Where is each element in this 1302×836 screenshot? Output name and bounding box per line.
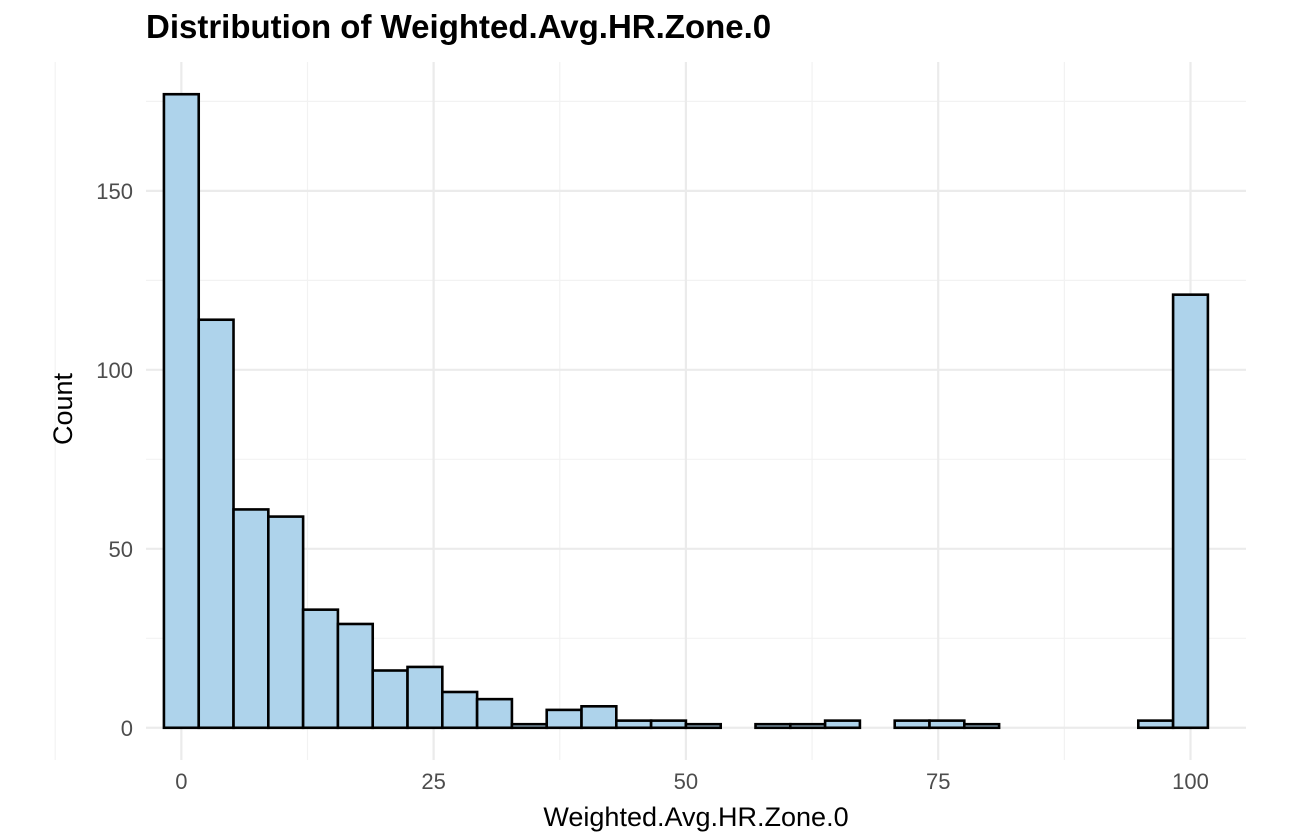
chart-title: Distribution of Weighted.Avg.HR.Zone.0: [146, 8, 771, 45]
y-tick-label-2: 100: [96, 358, 133, 383]
x-tick-label-4: 100: [1172, 769, 1209, 794]
x-axis-title: Weighted.Avg.HR.Zone.0: [543, 802, 848, 832]
x-tick-label-0: 0: [175, 769, 187, 794]
histogram-bar-6: [371, 669, 409, 730]
histogram-bar-8: [441, 690, 479, 730]
histogram-bar-0: [162, 92, 201, 730]
y-axis-tick-labels: 0 50 100 150: [96, 179, 133, 741]
histogram-bar-19: [823, 719, 862, 730]
histogram-bar-28: [1137, 719, 1175, 730]
histogram-bar-17: [754, 722, 792, 730]
histogram-bars: [162, 92, 1210, 730]
histogram-bar-23: [962, 722, 1001, 730]
y-tick-label-1: 50: [109, 537, 133, 562]
histogram-bar-15: [684, 722, 723, 730]
histogram-bar-29: [1171, 293, 1210, 730]
histogram-bar-12: [580, 705, 618, 730]
histogram-bar-14: [649, 719, 688, 730]
histogram-bar-2: [232, 508, 270, 730]
histogram-bar-22: [928, 719, 966, 730]
histogram-bar-3: [267, 515, 305, 730]
histogram-bar-4: [301, 608, 340, 730]
histogram-bar-13: [615, 719, 653, 730]
histogram-bar-11: [545, 708, 583, 730]
x-axis-tick-labels: 0 25 50 75 100: [175, 769, 1209, 794]
x-tick-label-1: 25: [421, 769, 445, 794]
y-axis-title: Count: [48, 372, 78, 445]
histogram-bar-10: [510, 722, 549, 730]
histogram-bar-9: [475, 697, 514, 730]
histogram-bar-18: [789, 722, 827, 730]
histogram-bar-1: [197, 318, 235, 730]
histogram-bar-5: [336, 622, 375, 730]
x-tick-label-2: 50: [674, 769, 698, 794]
y-tick-label-0: 0: [121, 716, 133, 741]
y-tick-label-3: 150: [96, 179, 133, 204]
x-tick-label-3: 75: [926, 769, 950, 794]
histogram-bar-21: [893, 719, 931, 730]
histogram-bar-7: [406, 665, 444, 730]
